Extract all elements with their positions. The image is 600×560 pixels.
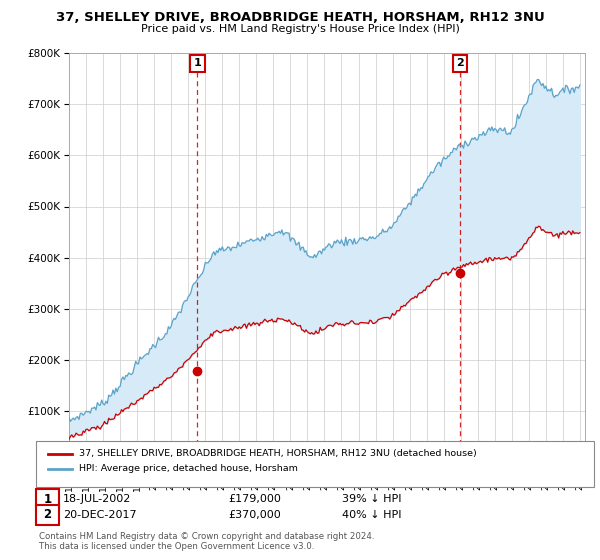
Text: 18-JUL-2002: 18-JUL-2002	[63, 494, 131, 504]
Text: 2: 2	[43, 508, 52, 521]
Text: £179,000: £179,000	[228, 494, 281, 504]
Text: £370,000: £370,000	[228, 510, 281, 520]
Text: 2: 2	[456, 58, 464, 68]
Text: This data is licensed under the Open Government Licence v3.0.: This data is licensed under the Open Gov…	[39, 542, 314, 551]
Text: 1: 1	[43, 493, 52, 506]
Text: HPI: Average price, detached house, Horsham: HPI: Average price, detached house, Hors…	[79, 464, 298, 473]
Text: Price paid vs. HM Land Registry's House Price Index (HPI): Price paid vs. HM Land Registry's House …	[140, 24, 460, 34]
Text: 1: 1	[194, 58, 201, 68]
Text: 37, SHELLEY DRIVE, BROADBRIDGE HEATH, HORSHAM, RH12 3NU: 37, SHELLEY DRIVE, BROADBRIDGE HEATH, HO…	[56, 11, 544, 24]
Text: 20-DEC-2017: 20-DEC-2017	[63, 510, 137, 520]
Text: 39% ↓ HPI: 39% ↓ HPI	[342, 494, 401, 504]
Text: Contains HM Land Registry data © Crown copyright and database right 2024.: Contains HM Land Registry data © Crown c…	[39, 532, 374, 541]
Text: 40% ↓ HPI: 40% ↓ HPI	[342, 510, 401, 520]
Text: 37, SHELLEY DRIVE, BROADBRIDGE HEATH, HORSHAM, RH12 3NU (detached house): 37, SHELLEY DRIVE, BROADBRIDGE HEATH, HO…	[79, 449, 477, 458]
